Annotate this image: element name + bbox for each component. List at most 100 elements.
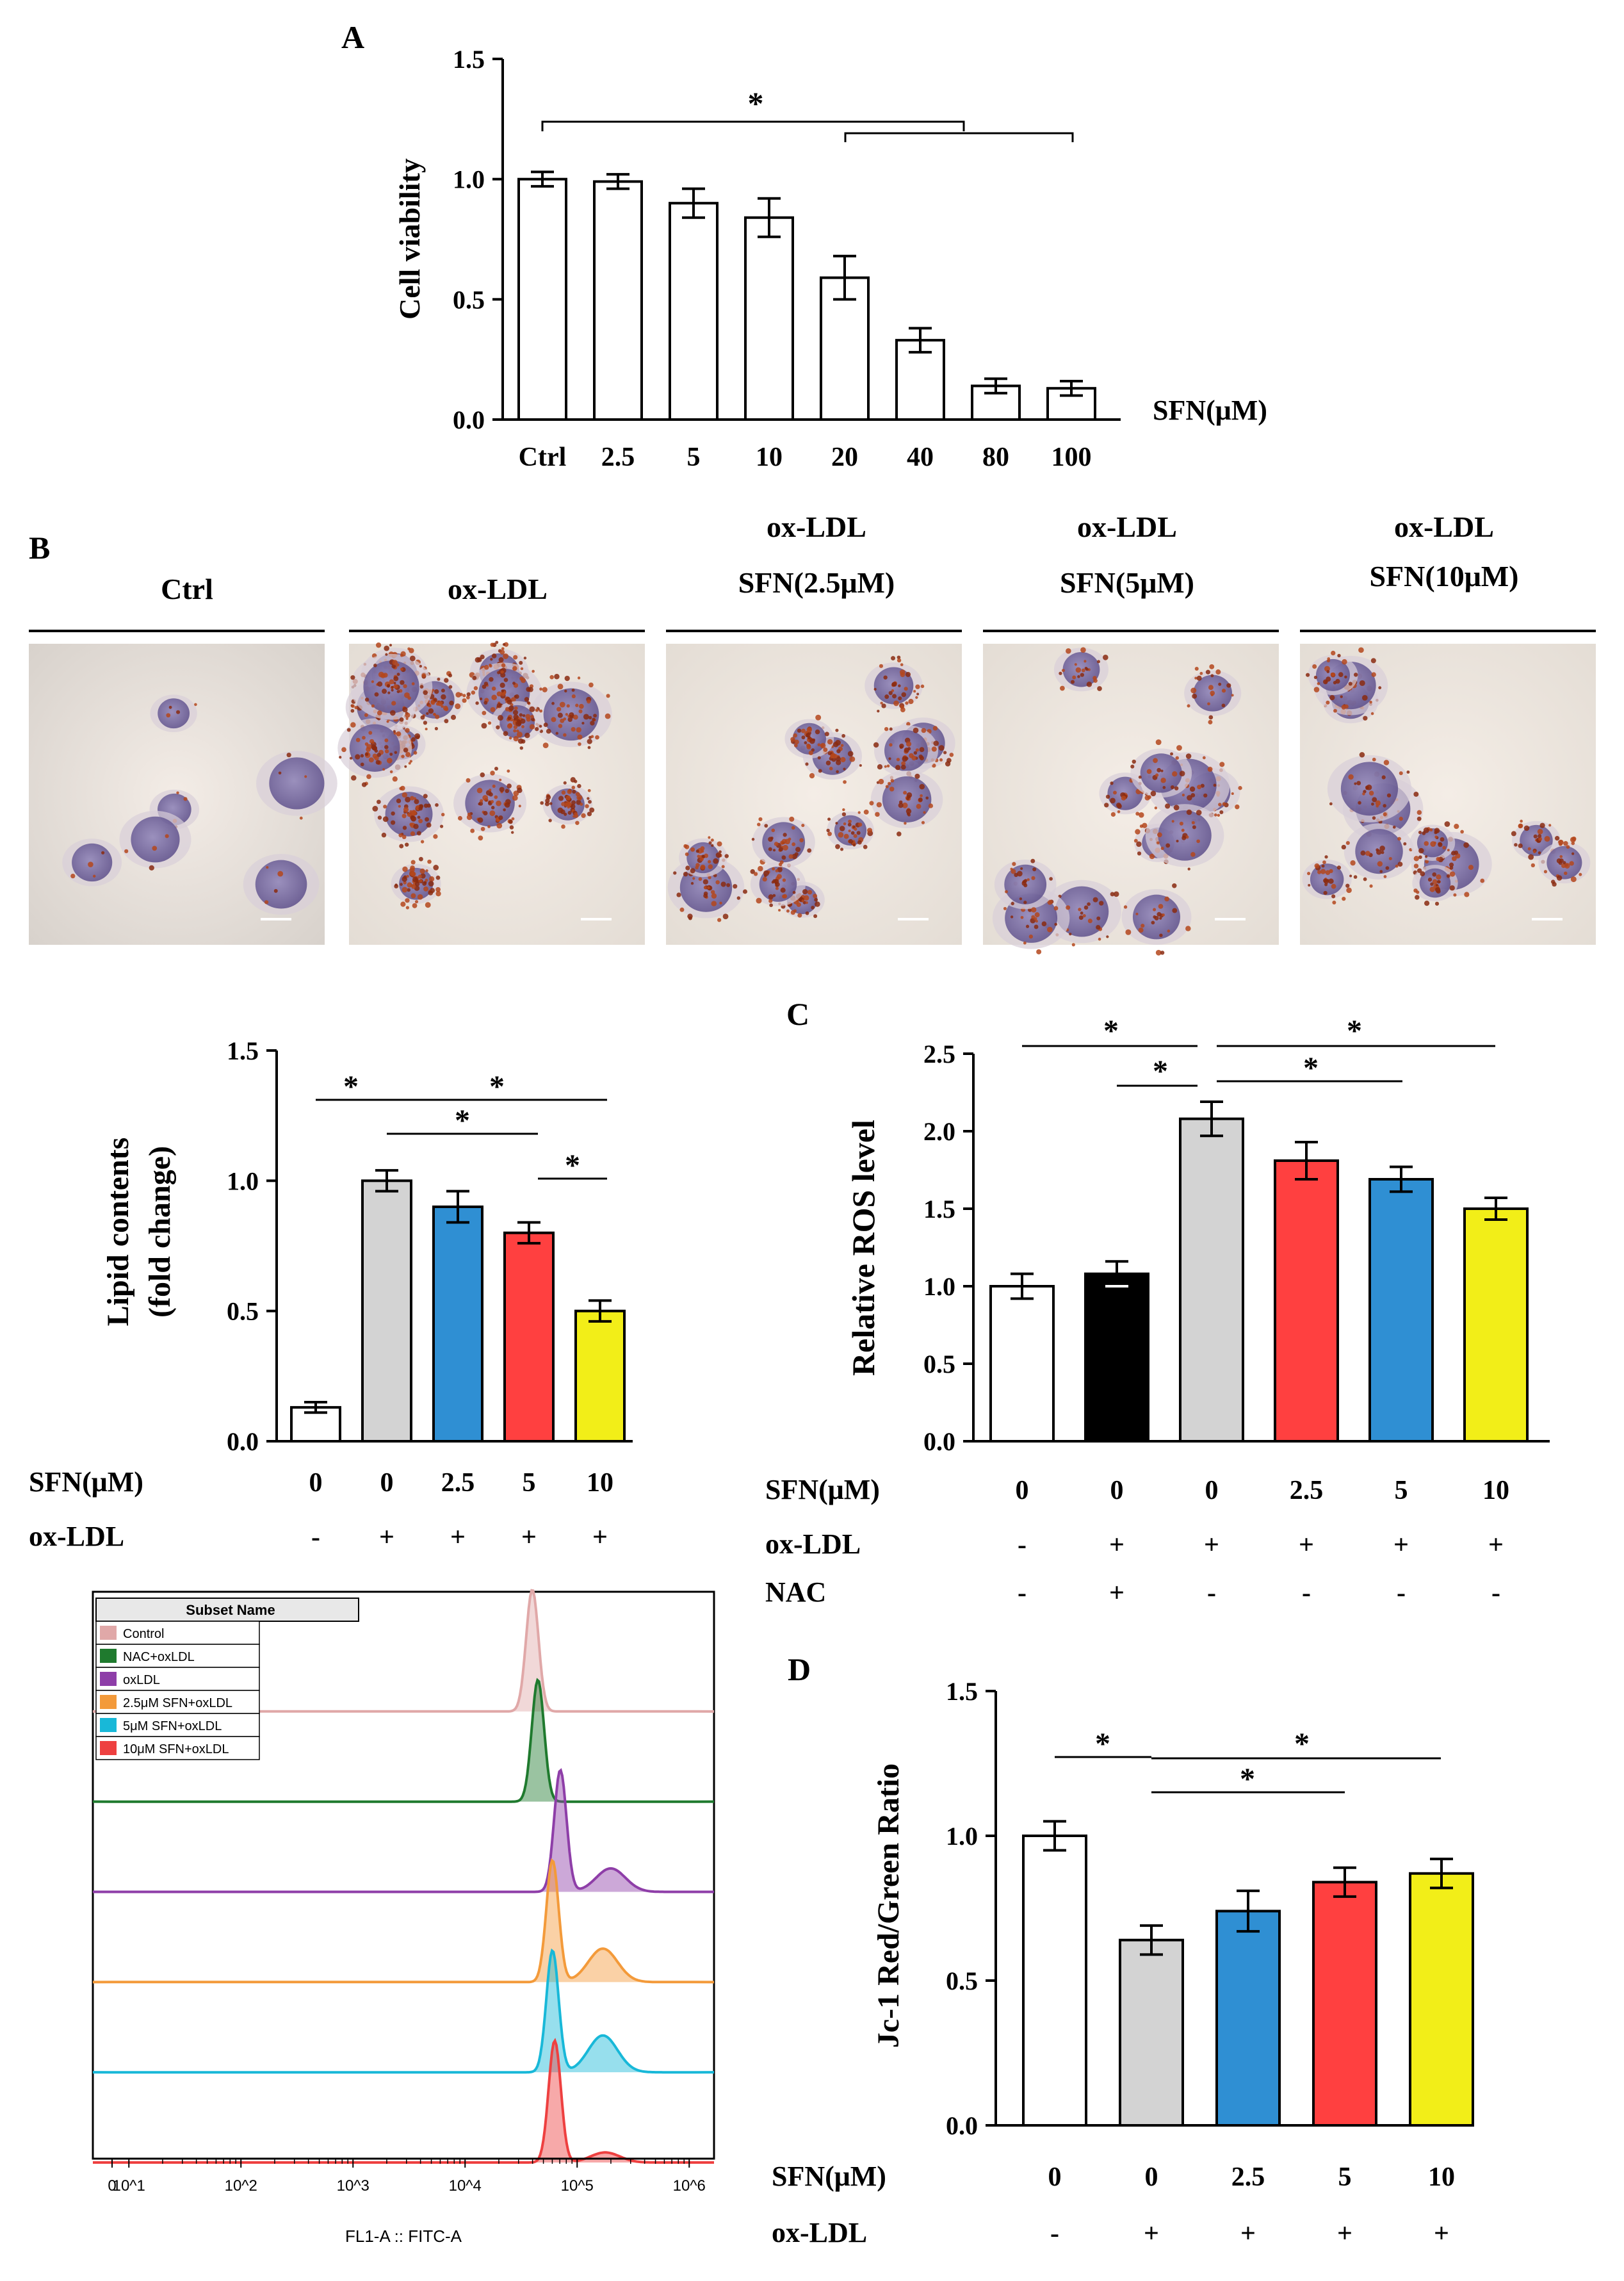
lipid-droplet (920, 684, 925, 689)
lipid-droplet (341, 747, 346, 753)
lipid-droplet (385, 653, 388, 656)
lipid-droplet (480, 799, 483, 803)
lipid-droplet (498, 715, 503, 721)
lipid-droplet (528, 687, 533, 692)
lipid-droplet (847, 751, 854, 757)
lipid-droplet (499, 778, 502, 781)
lipid-droplet (382, 816, 389, 822)
lipid-droplet (1366, 784, 1372, 790)
row-value: 5 (1395, 1476, 1408, 1505)
lipid-droplet (1053, 906, 1059, 911)
lipid-droplet (529, 706, 535, 712)
lipid-droplet (695, 865, 699, 870)
lipid-droplet (427, 859, 432, 864)
lipid-droplet (425, 817, 429, 822)
lipid-droplet (389, 753, 393, 756)
lipid-droplet (1381, 775, 1386, 780)
lipid-droplet (434, 689, 439, 694)
lipid-droplet (1361, 694, 1368, 701)
lipid-droplet (393, 684, 398, 689)
lipid-droplet (391, 685, 394, 689)
lipid-droplet (799, 897, 802, 901)
lipid-droplet (843, 822, 847, 826)
lipid-droplet (758, 817, 763, 821)
lipid-droplet (685, 865, 690, 871)
lipid-droplet (451, 714, 457, 720)
lipid-droplet (590, 721, 595, 726)
lipid-droplet (1305, 673, 1310, 677)
lipid-droplet (564, 689, 567, 693)
lipid-droplet (496, 691, 502, 697)
lipid-droplet (1117, 810, 1121, 813)
lipid-droplet (1331, 650, 1336, 656)
sig-star: * (1103, 1014, 1119, 1048)
lipid-droplet (491, 686, 496, 691)
lipid-droplet (1440, 837, 1445, 842)
lipid-droplet (1159, 917, 1162, 920)
x-tick-label: 2.5 (601, 443, 635, 472)
micrograph-3 (666, 644, 962, 945)
lipid-droplet (1329, 802, 1333, 806)
lipid-droplet (869, 801, 874, 806)
lipid-droplet (781, 855, 786, 860)
lipid-droplet (779, 860, 784, 865)
lipid-droplet (1543, 870, 1548, 874)
lipid-droplet (1190, 852, 1196, 857)
lipid-droplet (849, 756, 856, 762)
lipid-droplet (904, 747, 909, 753)
lipid-droplet (516, 729, 519, 733)
lipid-droplet (467, 812, 471, 816)
lipid-droplet (1403, 842, 1407, 846)
lipid-droplet (1451, 856, 1457, 862)
lipid-droplet (1078, 915, 1084, 920)
lipid-droplet (780, 887, 786, 893)
lipid-droplet (762, 876, 767, 882)
lipid-droplet (530, 714, 534, 719)
legend-entry: 2.5μM SFN+oxLDL (123, 1696, 232, 1710)
lipid-droplet (1313, 675, 1317, 680)
lipid-droplet (775, 882, 780, 887)
lipid-droplet (1559, 855, 1563, 858)
lipid-droplet (529, 724, 535, 730)
legend-entry: oxLDL (123, 1673, 160, 1687)
sig-bracket (541, 120, 965, 131)
lipid-droplet (907, 794, 911, 799)
lipid-droplet (400, 901, 406, 907)
x-tick-label: 5 (687, 443, 701, 472)
lipid-droplet (841, 812, 847, 817)
lipid-droplet (546, 728, 551, 734)
lipid-droplet (811, 906, 815, 910)
lipid-droplet (1226, 683, 1231, 688)
lipid-droplet (176, 710, 181, 714)
x-axis-label: FL1-A :: FITC-A (345, 2227, 462, 2246)
lipid-droplet (1023, 901, 1027, 904)
lipid-droplet (1189, 786, 1196, 792)
lipid-droplet (1187, 704, 1190, 708)
row-value: - (1302, 1578, 1311, 1608)
lipid-droplet (1372, 816, 1376, 820)
lipid-droplet (817, 743, 821, 747)
lipid-droplet (756, 897, 762, 904)
lipid-droplet (1434, 828, 1440, 834)
lipid-droplet (426, 822, 432, 828)
lipid-droplet (1449, 865, 1454, 870)
bar (1312, 1881, 1377, 2127)
lipid-droplet (404, 692, 410, 698)
lipid-droplet (556, 707, 562, 712)
lipid-droplet (1518, 823, 1523, 829)
lipid-droplet (891, 682, 897, 687)
lipid-droplet (478, 801, 483, 806)
x-tick-label: 80 (982, 443, 1009, 472)
lipid-droplet (499, 787, 505, 792)
lipid-droplet (1429, 828, 1433, 832)
lipid-droplet (355, 737, 361, 742)
x-tick-label: 10^4 (449, 2177, 482, 2195)
lipid-droplet (1074, 663, 1077, 666)
lipid-droplet (490, 771, 495, 776)
lipid-droplet (1528, 854, 1534, 860)
lipid-droplet (577, 676, 581, 680)
sig-star: * (489, 1070, 505, 1104)
y-axis-label: Cell viability (393, 158, 426, 320)
lipid-droplet (489, 664, 492, 667)
lipid-droplet (835, 728, 839, 732)
